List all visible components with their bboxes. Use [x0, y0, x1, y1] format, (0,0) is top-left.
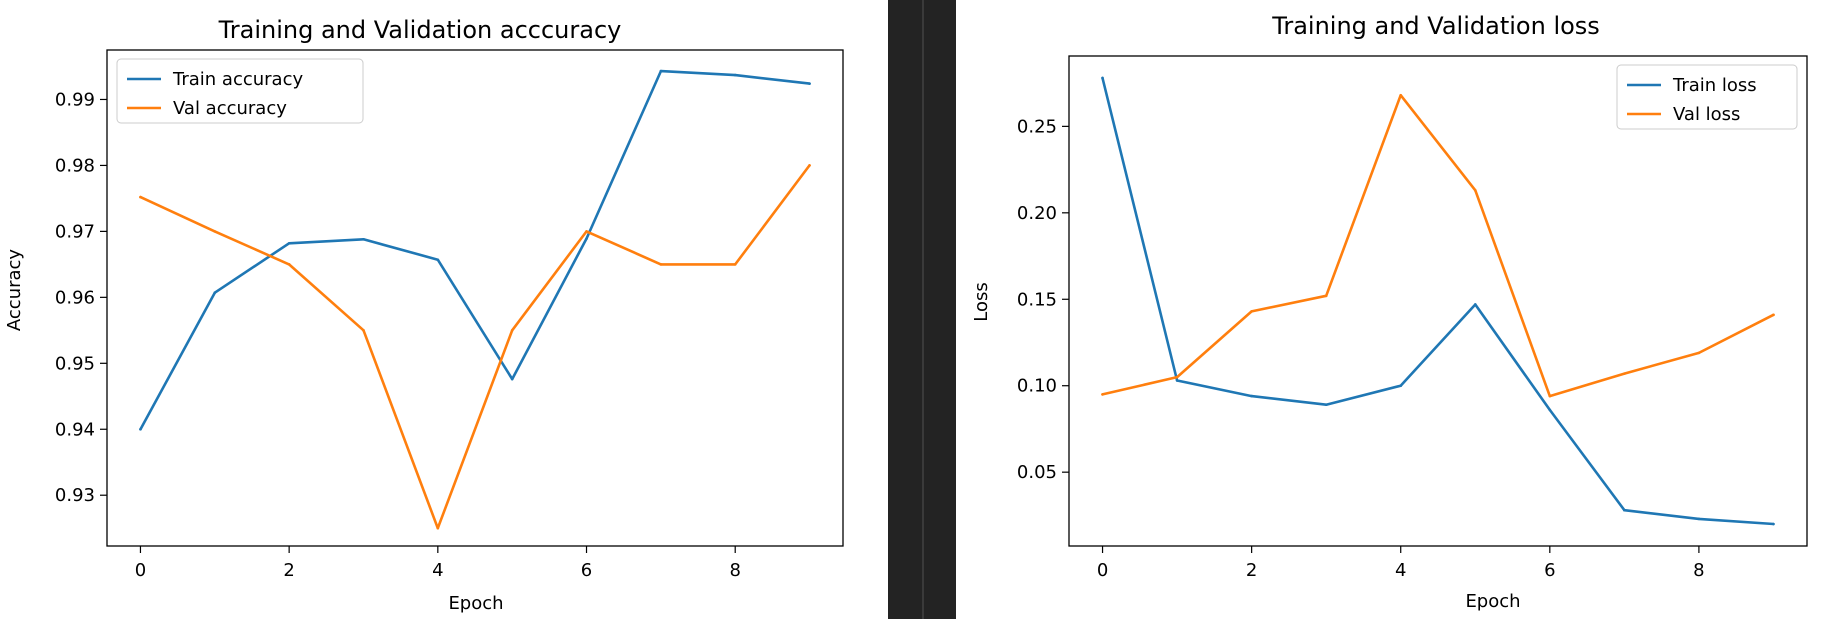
- x-tick-label: 4: [1395, 560, 1406, 581]
- y-tick-label: 0.94: [55, 419, 95, 440]
- data-point-series-0: [1697, 517, 1701, 521]
- data-point-series-1: [436, 526, 440, 530]
- y-axis-label: Accuracy: [4, 249, 25, 332]
- data-point-series-0: [510, 377, 514, 381]
- data-point-series-1: [733, 263, 737, 266]
- data-point-series-1: [808, 164, 811, 167]
- x-axis-label: Epoch: [1465, 591, 1520, 612]
- legend-label: Train loss: [1672, 75, 1757, 96]
- data-point-series-1: [1697, 351, 1701, 355]
- y-tick-label: 0.99: [55, 89, 95, 110]
- series-line-0: [1101, 76, 1775, 526]
- y-tick-label: 0.96: [55, 287, 95, 308]
- data-point-series-0: [139, 427, 142, 431]
- legend-label: Val loss: [1673, 104, 1740, 125]
- data-point-series-1: [213, 230, 217, 233]
- y-tick-label: 0.95: [55, 353, 95, 374]
- legend-box: [116, 58, 364, 124]
- y-tick-label: 0.15: [1017, 289, 1057, 310]
- y-tick-label: 0.98: [55, 155, 95, 176]
- x-tick-label: 6: [581, 560, 592, 581]
- data-point-series-1: [1175, 375, 1179, 379]
- data-point-series-1: [1324, 294, 1328, 298]
- legend: Train loss Val loss: [1616, 64, 1798, 130]
- data-point-series-0: [1399, 384, 1403, 388]
- window-divider: [922, 0, 924, 619]
- data-point-series-1: [1623, 372, 1626, 375]
- legend-label: Val accuracy: [173, 98, 287, 119]
- axes-frame: [1068, 55, 1808, 547]
- y-tick-label: 0.25: [1017, 116, 1057, 137]
- data-point-series-1: [510, 329, 514, 332]
- legend-box: [1616, 64, 1798, 130]
- data-point-series-0: [436, 258, 440, 262]
- x-tick-label: 8: [729, 560, 740, 581]
- y-tick-label: 0.20: [1017, 203, 1057, 224]
- data-point-series-0: [362, 237, 365, 241]
- x-tick-label: 2: [283, 560, 294, 581]
- loss-chart-panel: Training and Validation loss Epoch Loss …: [956, 0, 1840, 619]
- data-point-series-0: [1101, 76, 1104, 80]
- data-point-series-0: [808, 82, 811, 85]
- legend: Train accuracy Val accuracy: [116, 58, 364, 124]
- data-point-series-0: [1175, 379, 1179, 382]
- data-point-series-1: [659, 263, 663, 266]
- y-tick-label: 0.10: [1017, 376, 1057, 397]
- data-point-series-0: [213, 291, 217, 295]
- y-tick-label: 0.97: [55, 221, 95, 242]
- data-point-series-0: [1473, 303, 1477, 306]
- data-point-series-0: [1250, 394, 1253, 398]
- data-point-series-0: [1324, 403, 1328, 407]
- data-point-series-1: [1399, 93, 1403, 97]
- y-tick-label: 0.93: [55, 485, 95, 506]
- series-line-1: [1101, 93, 1775, 398]
- data-point-series-1: [362, 329, 365, 332]
- series-line-0: [139, 69, 811, 431]
- data-point-series-0: [1548, 408, 1552, 412]
- data-point-series-1: [1250, 310, 1253, 313]
- series-line-1: [139, 164, 811, 530]
- data-point-series-0: [659, 69, 663, 73]
- data-point-series-0: [1623, 508, 1626, 512]
- loss-chart: Training and Validation loss Epoch Loss …: [971, 12, 1808, 612]
- data-point-series-1: [287, 263, 291, 266]
- x-tick-label: 0: [1097, 560, 1108, 581]
- x-tick-label: 4: [432, 560, 443, 581]
- x-tick-label: 6: [1544, 560, 1555, 581]
- data-point-series-0: [585, 237, 588, 240]
- x-axis-label: Epoch: [448, 593, 503, 614]
- data-point-series-0: [733, 73, 737, 77]
- data-point-series-0: [1772, 522, 1775, 526]
- x-tick-label: 0: [135, 560, 146, 581]
- x-tick-label: 2: [1246, 560, 1257, 581]
- chart-title: Training and Validation acccuracy: [218, 16, 622, 44]
- accuracy-chart: Training and Validation acccuracy Epoch …: [4, 16, 844, 614]
- data-point-series-1: [1548, 394, 1552, 398]
- axes-frame: [106, 49, 844, 547]
- data-point-series-1: [1101, 393, 1104, 396]
- data-point-series-1: [1473, 189, 1477, 192]
- data-point-series-1: [139, 195, 142, 199]
- data-point-series-0: [287, 241, 291, 245]
- y-tick-label: 0.05: [1017, 462, 1057, 483]
- data-point-series-1: [585, 230, 588, 233]
- x-tick-label: 8: [1693, 560, 1704, 581]
- y-axis-label: Loss: [971, 282, 992, 321]
- chart-title: Training and Validation loss: [1271, 12, 1600, 40]
- accuracy-chart-panel: Training and Validation acccuracy Epoch …: [0, 0, 888, 619]
- legend-label: Train accuracy: [172, 69, 303, 90]
- data-point-series-1: [1772, 313, 1775, 317]
